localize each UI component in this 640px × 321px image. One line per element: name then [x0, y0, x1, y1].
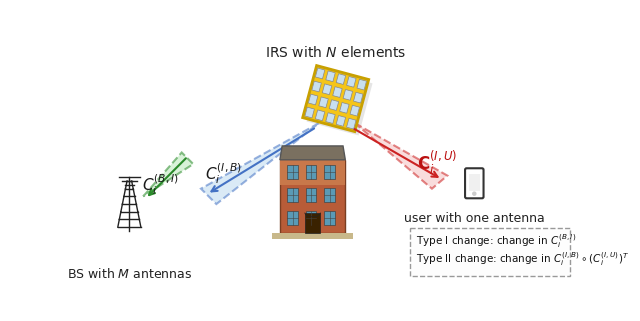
- Text: IRS with $N$ elements: IRS with $N$ elements: [265, 45, 406, 60]
- Text: $C_i^{(I,B)}$: $C_i^{(I,B)}$: [205, 161, 243, 186]
- Bar: [305, 213, 320, 233]
- Text: $C_i^{(B,I)}$: $C_i^{(B,I)}$: [142, 172, 179, 197]
- Polygon shape: [316, 110, 324, 121]
- Polygon shape: [316, 68, 325, 79]
- Bar: [469, 174, 480, 191]
- Polygon shape: [355, 123, 447, 189]
- Text: $\mathbf{C}_i^{(I,U)}$: $\mathbf{C}_i^{(I,U)}$: [417, 150, 458, 177]
- Polygon shape: [326, 113, 335, 124]
- Bar: [324, 188, 335, 202]
- Bar: [280, 160, 346, 186]
- Polygon shape: [308, 94, 318, 105]
- Polygon shape: [319, 97, 328, 108]
- Polygon shape: [357, 79, 367, 90]
- Polygon shape: [347, 118, 356, 129]
- Polygon shape: [343, 90, 353, 100]
- FancyBboxPatch shape: [465, 168, 484, 198]
- Bar: [306, 165, 316, 179]
- Polygon shape: [201, 123, 319, 204]
- Bar: [306, 211, 316, 225]
- Polygon shape: [326, 71, 335, 82]
- Polygon shape: [336, 116, 346, 126]
- Bar: [324, 165, 335, 179]
- Polygon shape: [307, 69, 372, 135]
- Text: user with one antenna: user with one antenna: [404, 212, 545, 225]
- Bar: [287, 188, 298, 202]
- Polygon shape: [347, 76, 356, 87]
- Bar: [287, 211, 298, 225]
- Polygon shape: [143, 152, 193, 196]
- Polygon shape: [280, 146, 346, 160]
- Bar: [272, 233, 353, 239]
- Text: Type I change: change in $C_i^{(B,I)}$: Type I change: change in $C_i^{(B,I)}$: [416, 232, 576, 250]
- Bar: [280, 160, 346, 233]
- Polygon shape: [312, 81, 321, 92]
- Text: Type II change: change in $C_i^{(I,B)} \circ (C_i^{(I,U)})^T$: Type II change: change in $C_i^{(I,B)} \…: [416, 251, 629, 268]
- Polygon shape: [323, 84, 332, 95]
- Polygon shape: [336, 74, 346, 84]
- Polygon shape: [340, 102, 349, 113]
- Bar: [324, 211, 335, 225]
- Polygon shape: [353, 92, 363, 103]
- Polygon shape: [305, 107, 314, 118]
- Bar: [306, 188, 316, 202]
- Polygon shape: [303, 65, 369, 132]
- Circle shape: [473, 192, 476, 195]
- Polygon shape: [329, 100, 339, 110]
- Bar: [287, 165, 298, 179]
- FancyBboxPatch shape: [410, 228, 570, 276]
- Polygon shape: [350, 105, 360, 116]
- Polygon shape: [333, 87, 342, 98]
- Text: BS with $M$ antennas: BS with $M$ antennas: [67, 267, 192, 281]
